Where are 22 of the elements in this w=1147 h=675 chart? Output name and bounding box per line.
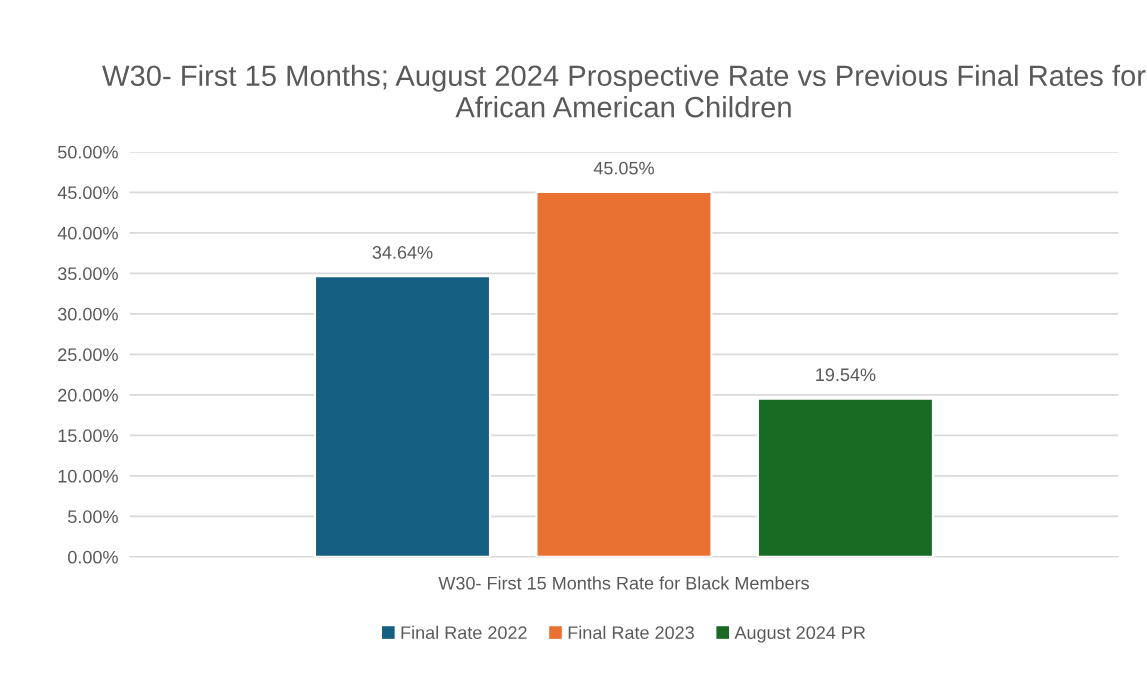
y-tick-label: 45.00% bbox=[57, 186, 118, 200]
data-label: 45.05% bbox=[593, 161, 654, 175]
y-tick-label: 20.00% bbox=[58, 388, 118, 402]
data-label: 34.64% bbox=[372, 246, 433, 259]
bar bbox=[313, 275, 492, 557]
legend-label: August 2024 PR bbox=[734, 626, 866, 643]
y-tick-label: 5.00% bbox=[68, 510, 118, 524]
bar bbox=[535, 190, 713, 557]
x-tick-label: W30- First 15 Months Rate for Black Members bbox=[438, 576, 809, 590]
y-tick-label: 0.00% bbox=[68, 550, 118, 564]
y-tick-label: 25.00% bbox=[58, 348, 118, 362]
y-tick-label: 50.00% bbox=[57, 145, 118, 159]
y-tick-label: 35.00% bbox=[57, 267, 118, 281]
y-tick-label: 10.00% bbox=[58, 469, 118, 483]
y-tick-label: 15.00% bbox=[58, 429, 118, 443]
chart-title: W30- First 15 Months; August 2024 Prospective Rate vs Previous Final Rates for African American Children bbox=[102, 64, 1146, 118]
bar bbox=[756, 397, 934, 557]
legend-label: Final Rate 2022 bbox=[401, 625, 527, 640]
y-tick-label: 40.00% bbox=[57, 226, 118, 240]
data-label: 19.54% bbox=[816, 368, 876, 382]
legend-label: Final Rate 2023 bbox=[568, 625, 694, 640]
y-tick-label: 30.00% bbox=[57, 307, 118, 321]
